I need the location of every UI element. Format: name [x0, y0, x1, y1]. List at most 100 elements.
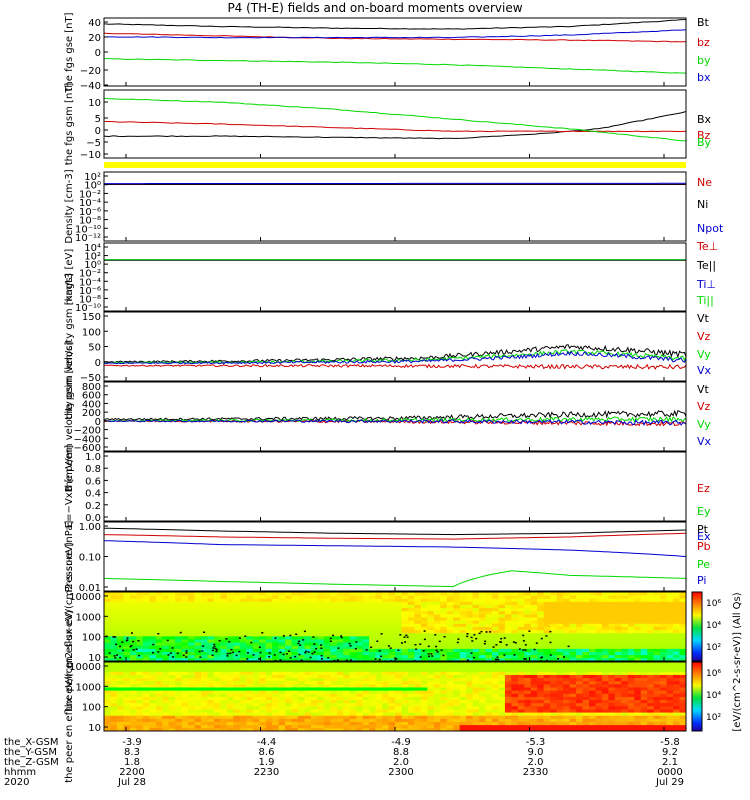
spectrogram-cell: [155, 595, 163, 599]
spectrogram-cell: [582, 623, 590, 627]
spectrogram-cell: [226, 715, 234, 719]
spectrogram-cell: [537, 696, 545, 701]
spectrogram-cell: [110, 639, 118, 643]
spectrogram-cell: [175, 712, 182, 716]
spectrogram-cell: [595, 620, 603, 624]
spectrogram-cell: [433, 654, 441, 659]
spectrogram-cell: [666, 620, 674, 624]
spectrogram-cell: [233, 626, 241, 631]
spectrogram-cell: [136, 690, 144, 694]
spectrogram-cell: [427, 709, 435, 713]
spectrogram-cell: [653, 626, 661, 631]
spectrogram-cell: [530, 724, 538, 729]
spectrogram-cell: [427, 702, 435, 707]
spectrogram-cell: [349, 610, 357, 615]
spectrogram-cell: [420, 651, 428, 656]
spectrogram-cell: [582, 592, 590, 596]
spectrogram-cell: [388, 718, 396, 722]
spectrogram-cell: [556, 690, 564, 694]
spectrogram-cell: [537, 613, 545, 618]
spectrogram-cell: [614, 696, 622, 701]
spectrogram-cell: [129, 674, 137, 679]
spectrogram-cell: [640, 620, 648, 624]
spectrogram-cell: [194, 595, 202, 599]
spectrogram-cell: [407, 693, 415, 697]
spectrogram-cell: [504, 610, 512, 615]
spectrogram-cell: [601, 665, 609, 669]
spectrogram-cell: [614, 645, 622, 649]
spectrogram-cell: [356, 617, 364, 621]
spectrogram-cell: [239, 651, 247, 656]
spectrogram-cell: [679, 635, 687, 640]
spectrogram-cell: [304, 727, 312, 732]
spectrogram-cell: [407, 648, 415, 652]
spectrogram-cell: [259, 683, 267, 688]
spectrogram-cell: [479, 683, 486, 688]
spectrogram-cell: [375, 617, 383, 621]
spectrogram-cell: [453, 677, 461, 682]
spectrogram-cell: [459, 635, 467, 640]
spectrogram-cell: [201, 657, 208, 662]
y-tick-label: 100: [82, 633, 101, 644]
spectrogram-cell: [123, 705, 131, 710]
spectrogram-cell: [679, 699, 687, 704]
spectrogram-cell: [291, 617, 299, 621]
spectrogram-cell: [388, 617, 396, 621]
spectrogram-cell: [420, 662, 428, 666]
spectrogram-cell: [142, 648, 150, 652]
spectrogram-cell: [349, 693, 357, 697]
spectrogram-cell: [595, 629, 603, 634]
spectrogram-cell: [498, 712, 506, 716]
spectrogram-cell: [382, 642, 389, 646]
spectrogram-cell: [407, 712, 415, 716]
spectrogram-cell: [149, 690, 157, 694]
spectrogram-cell: [466, 668, 473, 672]
spectrogram-cell: [213, 705, 221, 710]
spectrogram-cell: [673, 613, 680, 618]
spectrogram-gap: [443, 636, 446, 638]
spectrogram-cell: [530, 674, 538, 679]
spectrogram-cell: [679, 718, 687, 722]
spectrogram-cell: [142, 693, 150, 697]
series-line-Bt: [103, 19, 686, 30]
y-tick-label: 100: [82, 703, 101, 714]
spectrogram-cell: [595, 613, 603, 618]
spectrogram-cell: [647, 626, 655, 631]
spectrogram-cell: [466, 687, 473, 691]
spectrogram-gap: [289, 634, 292, 637]
spectrogram-cell: [420, 635, 428, 640]
spectrogram-gap: [401, 642, 403, 644]
colorbar: [691, 661, 703, 732]
spectrogram-cell: [110, 683, 118, 688]
spectrogram-cell: [226, 626, 234, 631]
spectrogram-gap: [389, 647, 392, 649]
spectrogram-cell: [343, 623, 351, 627]
spectrogram-gap: [435, 649, 438, 652]
spectrogram-cell: [298, 648, 305, 652]
spectrogram-cell: [634, 662, 642, 666]
spectrogram-cell: [653, 635, 661, 640]
spectrogram-cell: [524, 727, 532, 732]
spectrogram-cell: [627, 727, 635, 732]
spectrogram-cell: [433, 696, 441, 701]
spectrogram-cell: [375, 595, 383, 599]
spectrogram-cell: [640, 693, 648, 697]
spectrogram-cell: [136, 623, 144, 627]
spectrogram-cell: [233, 601, 241, 605]
y-tick-label: 10000: [69, 592, 101, 603]
legend-Bx: Bx: [697, 113, 712, 126]
spectrogram-cell: [517, 595, 525, 599]
spectrogram-cell: [123, 645, 131, 649]
spectrogram-gap: [285, 653, 288, 655]
spectrogram-cell: [569, 727, 577, 732]
spectrogram-cell: [621, 702, 629, 707]
spectrogram-cell: [142, 620, 150, 624]
spectrogram-cell: [420, 709, 428, 713]
spectrogram-cell: [356, 620, 364, 624]
spectrogram-cell: [162, 651, 170, 656]
spectrogram-cell: [517, 610, 525, 615]
spectrogram-cell: [142, 604, 150, 609]
spectrogram-cell: [129, 712, 137, 716]
spectrogram-gap: [218, 640, 221, 642]
spectrogram-cell: [181, 654, 189, 659]
